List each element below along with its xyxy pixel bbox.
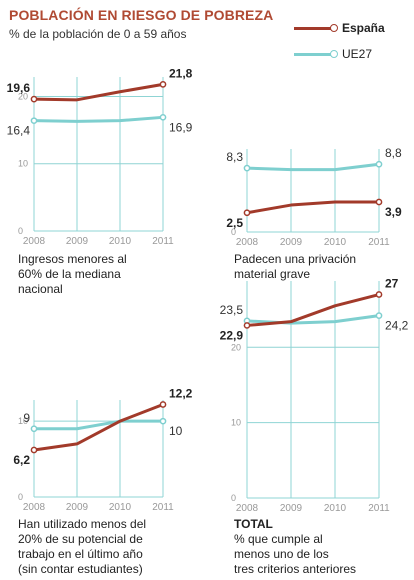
data-label-spain: 2,5	[226, 216, 243, 230]
caption-line: material grave	[234, 267, 311, 281]
x-tick-label: 2010	[109, 502, 132, 513]
series-line-spain	[32, 402, 165, 452]
legend: España UE27	[294, 20, 409, 66]
data-point-spain	[159, 80, 167, 88]
caption-chart-3: Han utilizado menos del 20% de su potenc…	[18, 517, 146, 577]
data-label-eu: 23,5	[220, 303, 244, 317]
y-tick-label: 10	[231, 418, 241, 428]
y-tick-label: 0	[18, 226, 23, 236]
x-tick-label: 2008	[236, 503, 259, 514]
legend-swatch-spain	[294, 27, 336, 30]
data-label-spain: 27	[385, 277, 399, 291]
data-point-eu	[30, 425, 38, 433]
caption-line: trabajo en el último año	[18, 547, 143, 561]
series-line-spain	[245, 200, 381, 215]
x-tick-label: 2011	[152, 502, 174, 513]
y-tick-label: 10	[18, 416, 28, 426]
data-point-eu	[30, 117, 38, 125]
data-label-spain: 22,9	[220, 328, 244, 342]
x-tick-label: 2009	[66, 502, 89, 513]
legend-marker-eu	[330, 50, 338, 58]
y-tick-label: 0	[231, 227, 236, 237]
series-line-eu	[245, 162, 381, 172]
data-point-spain	[375, 198, 383, 206]
caption-line: 20% de su potencial de	[18, 532, 143, 546]
legend-item-eu: UE27	[294, 46, 409, 62]
data-label-eu: 10	[169, 424, 183, 438]
data-point-spain	[159, 401, 167, 408]
data-label-eu: 16,9	[169, 120, 193, 134]
series-line-spain	[32, 82, 165, 102]
data-label-eu: 8,8	[385, 146, 402, 160]
caption-title: TOTAL	[234, 517, 273, 531]
x-tick-label: 2009	[280, 503, 303, 514]
caption-line: tres criterios anteriores	[234, 562, 357, 576]
x-tick-label: 2009	[66, 236, 89, 247]
data-point-eu	[375, 312, 383, 319]
data-point-spain	[30, 446, 38, 454]
caption-line: % que cumple al	[234, 532, 323, 546]
data-label-eu: 16,4	[7, 124, 31, 138]
series-line-eu	[32, 115, 165, 123]
caption-line: (sin contar estudiantes)	[18, 562, 143, 576]
legend-label-spain: España	[342, 21, 385, 35]
caption-chart-4: TOTAL % que cumple al menos uno de los t…	[234, 517, 356, 577]
series-line-spain	[245, 293, 381, 327]
data-point-eu	[159, 417, 167, 425]
caption-line: Han utilizado menos del	[18, 517, 147, 531]
caption-chart-1: Ingresos menores al 60% de la mediana na…	[18, 252, 127, 297]
data-point-eu	[159, 113, 167, 121]
caption-line: Ingresos menores al	[18, 252, 127, 266]
data-point-spain	[375, 291, 383, 298]
caption-line: nacional	[18, 282, 63, 296]
y-tick-label: 0	[231, 493, 236, 503]
x-tick-label: 2009	[280, 237, 303, 248]
caption-line: Padecen una privación	[234, 252, 357, 266]
y-tick-label: 0	[18, 492, 23, 502]
page-title: POBLACIÓN EN RIESGO DE POBREZA	[9, 7, 274, 23]
data-label-eu: 8,3	[226, 150, 243, 164]
data-label-spain: 3,9	[385, 205, 402, 219]
data-label-eu: 9	[23, 411, 30, 425]
caption-line: menos uno de los	[234, 547, 329, 561]
legend-item-spain: España	[294, 20, 409, 36]
page-subtitle: % de la población de 0 a 59 años	[9, 27, 187, 41]
x-tick-label: 2010	[324, 237, 347, 248]
y-tick-label: 10	[18, 159, 28, 169]
legend-label-eu: UE27	[342, 47, 373, 61]
series-line-eu	[245, 314, 381, 325]
legend-swatch-eu	[294, 53, 336, 56]
y-tick-label: 20	[18, 91, 28, 101]
data-label-spain: 19,6	[7, 81, 31, 95]
data-label-spain: 12,2	[169, 386, 193, 400]
data-label-spain: 21,8	[169, 66, 193, 80]
data-label-eu: 24,2	[385, 319, 409, 333]
caption-chart-2: Padecen una privación material grave	[234, 252, 356, 282]
data-point-spain	[243, 322, 251, 329]
data-point-eu	[243, 164, 251, 172]
data-label-spain: 6,2	[13, 453, 30, 467]
x-tick-label: 2010	[324, 503, 347, 514]
x-tick-label: 2008	[23, 236, 46, 247]
legend-marker-spain	[330, 24, 338, 32]
x-tick-label: 2011	[368, 503, 390, 514]
series-line-eu	[32, 419, 165, 431]
y-tick-label: 20	[231, 342, 241, 352]
x-tick-label: 2011	[368, 237, 390, 248]
x-tick-label: 2010	[109, 236, 132, 247]
data-point-spain	[30, 95, 38, 103]
caption-line: 60% de la mediana	[18, 267, 121, 281]
x-tick-label: 2008	[236, 237, 259, 248]
x-tick-label: 2011	[152, 236, 174, 247]
data-point-eu	[375, 160, 383, 168]
x-tick-label: 2008	[23, 502, 46, 513]
data-point-spain	[243, 209, 251, 217]
